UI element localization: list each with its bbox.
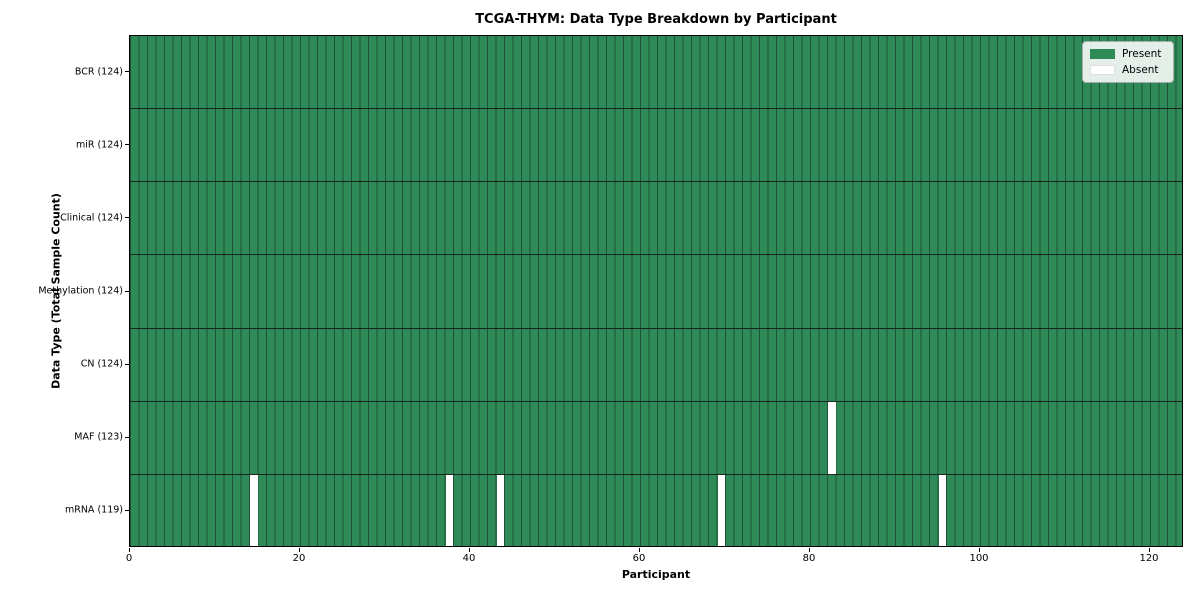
x-tick-label-100: 100: [969, 553, 989, 564]
x-tick-mark: [638, 548, 640, 552]
plot-area: [129, 35, 1183, 547]
y-tick-label-mrna: mRNA (119): [64, 504, 123, 516]
y-tick-label-cn: CN (124): [80, 358, 123, 370]
heatmap-grid: [130, 36, 1182, 546]
absent-cell: [250, 474, 258, 546]
heatmap-row-clinical: [130, 182, 1182, 256]
x-tick-label-80: 80: [802, 553, 816, 564]
legend: Present Absent: [1082, 41, 1174, 83]
y-tick-mark: [125, 144, 129, 146]
legend-label: Absent: [1122, 64, 1159, 76]
y-tick-mark: [125, 71, 129, 73]
absent-cell: [938, 474, 946, 546]
x-tick-mark: [298, 548, 300, 552]
legend-entry-absent: Absent: [1090, 64, 1165, 76]
y-tick-mark: [125, 436, 129, 438]
x-axis-label: Participant: [621, 568, 691, 581]
y-tick-label-mir: miR (124): [75, 139, 123, 151]
x-tick-mark: [468, 548, 470, 552]
x-tick-mark: [808, 548, 810, 552]
x-tick-label-0: 0: [125, 553, 133, 564]
legend-entry-present: Present: [1090, 48, 1165, 60]
absent-cell: [717, 474, 725, 546]
heatmap-row-mir: [130, 109, 1182, 183]
x-tick-mark: [978, 548, 980, 552]
y-tick-label-maf: MAF (123): [74, 431, 123, 443]
y-tick-label-bcr: BCR (124): [74, 66, 123, 78]
chart-title: TCGA-THYM: Data Type Breakdown by Partic…: [475, 12, 837, 27]
x-tick-label-60: 60: [632, 553, 646, 564]
present-swatch-icon: [1090, 49, 1115, 59]
heatmap-row-bcr: [130, 36, 1182, 110]
y-tick-label-clinical: Clinical (124): [60, 212, 123, 224]
absent-swatch-icon: [1090, 65, 1115, 75]
absent-cell: [828, 401, 836, 474]
y-tick-mark: [125, 363, 129, 365]
heatmap-row-methylation: [130, 255, 1182, 329]
y-tick-label-methylation: Methylation (124): [38, 285, 123, 297]
x-tick-mark: [1148, 548, 1150, 552]
y-tick-mark: [125, 509, 129, 511]
x-tick-mark: [128, 548, 130, 552]
x-tick-label-120: 120: [1139, 553, 1159, 564]
absent-cell: [445, 474, 453, 546]
heatmap-row-cn: [130, 328, 1182, 402]
x-tick-label-40: 40: [462, 553, 476, 564]
heatmap-row-maf: [130, 401, 1182, 475]
heatmap-row-mrna: [130, 474, 1182, 546]
legend-label: Present: [1122, 48, 1162, 60]
absent-cell: [496, 474, 504, 546]
y-tick-mark: [125, 290, 129, 292]
x-tick-label-20: 20: [292, 553, 306, 564]
y-tick-mark: [125, 217, 129, 219]
